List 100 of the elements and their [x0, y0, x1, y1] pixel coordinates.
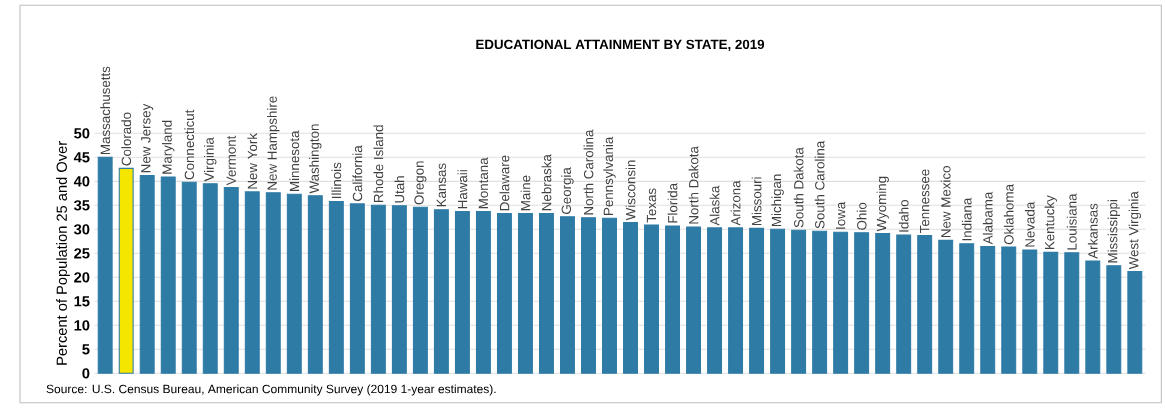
- y-tick-label: 5: [82, 344, 90, 355]
- bar: [581, 217, 596, 374]
- y-tick-label: 25: [74, 248, 90, 259]
- bar: [917, 235, 933, 374]
- bar: [412, 206, 428, 374]
- bar: [1127, 271, 1143, 374]
- x-tick-label: Washington: [309, 124, 322, 194]
- bar: [265, 192, 281, 374]
- bar: [370, 204, 386, 374]
- x-tick-label: Virginia: [204, 137, 217, 182]
- y-tick-label: 30: [73, 224, 90, 235]
- x-tick-label: Hawaii: [457, 170, 468, 209]
- bar: [665, 225, 681, 374]
- x-tick-label: Indiana: [961, 197, 972, 241]
- bar: [160, 176, 176, 374]
- bar: [538, 212, 554, 374]
- chart-title: EDUCATIONAL ATTAINMENT BY STATE, 2019: [476, 39, 765, 52]
- bar: [433, 209, 449, 374]
- bar: [959, 243, 975, 374]
- y-tick-label: 0: [82, 368, 90, 379]
- bar: [707, 227, 723, 374]
- bar: [1106, 265, 1122, 374]
- bar: [349, 203, 365, 374]
- bar: [139, 175, 155, 374]
- bar: [875, 233, 891, 374]
- bar: [391, 205, 407, 374]
- x-tick-label: Colorado: [121, 112, 132, 166]
- x-tick-label: Florida: [667, 182, 678, 223]
- x-tick-label: California: [352, 145, 363, 201]
- bar: [644, 224, 659, 374]
- x-tick-label: Missouri: [751, 177, 762, 226]
- x-tick-label: Idaho: [898, 200, 909, 232]
- y-axis-title: Percent of Population 25 and Over: [56, 141, 70, 365]
- x-tick-label: Utah: [394, 176, 405, 203]
- y-tick-label: 45: [73, 152, 90, 163]
- x-tick-label: Oregon: [414, 161, 427, 205]
- bar: [118, 167, 134, 374]
- bar: [286, 193, 302, 374]
- bar: [517, 212, 533, 374]
- bar: [602, 217, 617, 374]
- source-note: Source: U.S. Census Bureau, American Community Survey (2019 1-year estimates).: [46, 384, 496, 396]
- x-tick-label: Tennessee: [920, 169, 930, 234]
- x-tick-label: Mississippi: [1107, 200, 1121, 263]
- bar: [1022, 249, 1038, 374]
- bar: [833, 231, 849, 374]
- x-tick-label: Oklahoma: [1003, 184, 1014, 245]
- y-tick-label: 20: [74, 272, 90, 283]
- x-tick-label: Maryland: [162, 120, 175, 174]
- x-tick-label: Connecticut: [184, 109, 195, 180]
- bar: [854, 232, 870, 374]
- bar: [938, 239, 954, 374]
- x-tick-label: Kentucky: [1044, 195, 1057, 250]
- bar: [181, 181, 197, 374]
- x-tick-label: Louisiana: [1066, 193, 1077, 250]
- bar: [1001, 246, 1017, 374]
- bar: [728, 227, 744, 374]
- bar: [686, 226, 702, 374]
- x-tick-label: North Dakota: [688, 146, 699, 224]
- x-tick-label: North Carolina: [583, 129, 594, 215]
- x-tick-label: New Hampshire: [267, 96, 280, 190]
- bar: [1085, 260, 1101, 374]
- y-tick-label: 50: [74, 128, 90, 139]
- y-tick-label: 10: [74, 320, 90, 331]
- x-tick-label: Montana: [478, 157, 489, 209]
- bar: [896, 234, 912, 374]
- x-tick-label: South Dakota: [793, 147, 804, 228]
- bar: [475, 211, 491, 374]
- bar: [307, 195, 323, 374]
- bar: [1064, 252, 1080, 374]
- bar: [223, 187, 239, 374]
- x-tick-label: New Mexico: [940, 166, 951, 238]
- bar: [328, 200, 344, 374]
- bar: [202, 183, 218, 374]
- x-tick-label: Pennsylvania: [603, 136, 616, 215]
- bar: [770, 228, 786, 374]
- x-tick-label: Wisconsin: [625, 160, 636, 221]
- x-tick-label: Alabama: [982, 191, 993, 245]
- x-tick-label: Nevada: [1024, 201, 1035, 247]
- x-tick-label: Ohio: [856, 202, 867, 230]
- x-tick-label: Illinois: [331, 162, 342, 198]
- y-tick-label: 35: [73, 200, 90, 211]
- bar: [980, 246, 996, 374]
- bar: [812, 230, 828, 374]
- y-tick-label: 15: [74, 296, 90, 307]
- x-tick-label: Wyoming: [876, 176, 889, 232]
- bar: [454, 211, 470, 374]
- x-tick-label: Vermont: [226, 135, 236, 186]
- bar: [1043, 251, 1059, 374]
- x-tick-label: Kansas: [436, 163, 447, 207]
- bar: [496, 212, 512, 374]
- x-tick-label: New Jersey: [141, 103, 154, 173]
- bar: [244, 191, 260, 374]
- x-tick-label: Alaska: [709, 185, 720, 226]
- x-tick-label: Arkansas: [1087, 203, 1098, 259]
- bar: [97, 156, 113, 374]
- x-tick-label: Arizona: [730, 180, 741, 226]
- x-tick-label: Maine: [520, 175, 531, 211]
- x-tick-label: Nebraska: [541, 154, 552, 211]
- x-tick-label: Texas: [646, 188, 657, 223]
- x-tick-label: South Carolina: [814, 140, 825, 229]
